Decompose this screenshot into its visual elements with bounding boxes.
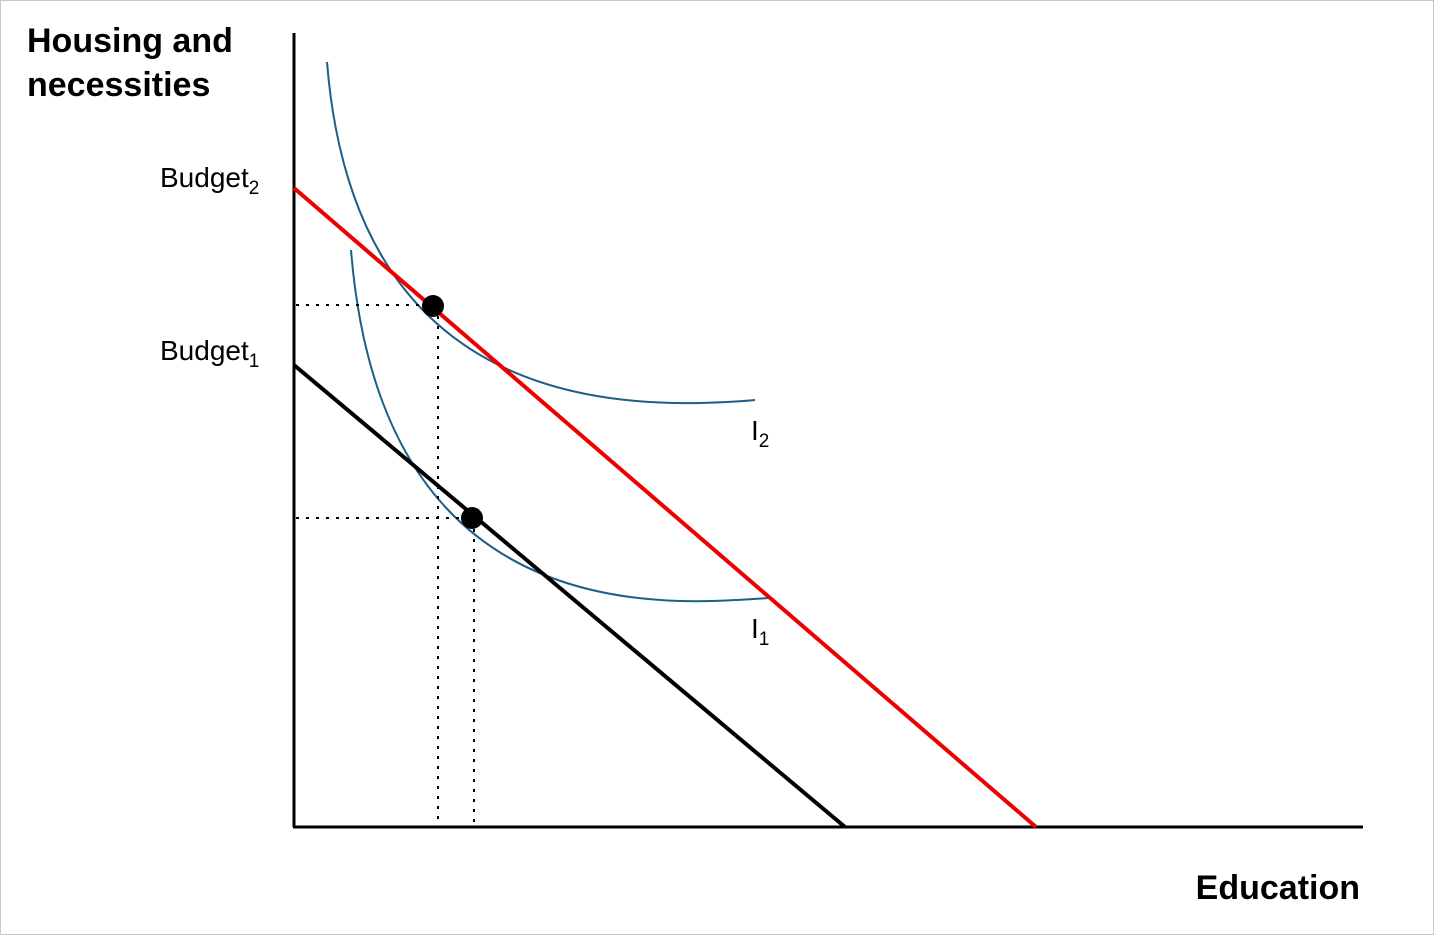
indifference-curve-i1 xyxy=(350,249,769,603)
x-axis-label: Education xyxy=(1195,869,1360,907)
budget-1-label-subscript: 1 xyxy=(248,351,260,372)
curve-i1-label: I1 xyxy=(751,613,769,649)
budget-2-label-subscript: 2 xyxy=(248,178,260,199)
curve-i2-label-subscript: 2 xyxy=(758,431,770,452)
y-axis-label: Housing and necessities xyxy=(27,22,233,104)
budget-2-label-text: Budget xyxy=(160,162,249,193)
curve-i2-label-text: I xyxy=(751,415,759,446)
curve-i1-label-text: I xyxy=(751,613,759,644)
curve-i2-label: I2 xyxy=(751,415,769,451)
budget-1-label-text: Budget xyxy=(160,335,249,366)
budget-line-1 xyxy=(292,363,847,829)
budget-2-label: Budget2 xyxy=(160,162,259,198)
curve-i1-label-subscript: 1 xyxy=(758,629,770,650)
budget-line-2 xyxy=(292,186,1038,829)
equilibrium-point-2 xyxy=(422,295,444,317)
budget-1-label: Budget1 xyxy=(160,335,259,371)
equilibrium-point-1 xyxy=(461,507,483,529)
indifference-curve-i2 xyxy=(326,61,756,405)
